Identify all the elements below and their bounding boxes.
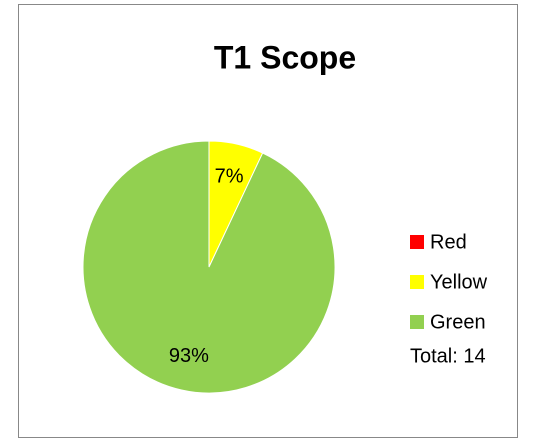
- legend-label: Red: [430, 231, 467, 253]
- pie-slice: [82, 140, 336, 394]
- legend-label: Green: [430, 311, 486, 333]
- legend-swatch: [410, 235, 424, 249]
- annotation: Total: 14: [410, 345, 486, 367]
- data-label: 7%: [215, 166, 244, 188]
- data-label: 93%: [169, 345, 209, 367]
- legend-swatch: [410, 315, 424, 329]
- chart-title: T1 Scope: [214, 39, 356, 75]
- legend-label: Yellow: [430, 271, 488, 293]
- legend-swatch: [410, 275, 424, 289]
